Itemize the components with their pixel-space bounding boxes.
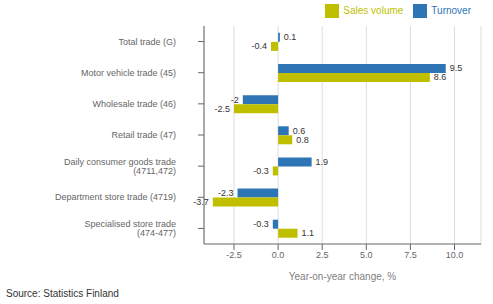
svg-text:7.5: 7.5 <box>404 250 417 260</box>
svg-text:0.8: 0.8 <box>296 135 309 145</box>
svg-text:-2.3: -2.3 <box>218 188 234 198</box>
svg-text:-2: -2 <box>231 95 239 105</box>
html-text:Turnover: Turnover <box>431 4 471 16</box>
svg-text:Year-on-year change, %: Year-on-year change, % <box>289 271 397 282</box>
svg-text:2.5: 2.5 <box>316 250 329 260</box>
svg-text:0.1: 0.1 <box>284 32 297 42</box>
html-text:Sales volume: Sales volume <box>343 4 404 16</box>
svg-text:5.0: 5.0 <box>360 250 373 260</box>
svg-text:Daily consumer goods trade(471: Daily consumer goods trade(4711,472) <box>64 157 176 176</box>
svg-text:Retail trade (47): Retail trade (47) <box>111 130 176 140</box>
svg-text:Wholesale trade (46): Wholesale trade (46) <box>92 99 176 109</box>
svg-text:1.1: 1.1 <box>302 228 315 238</box>
svg-text:-0.3: -0.3 <box>253 166 269 176</box>
svg-text:Motor vehicle trade (45): Motor vehicle trade (45) <box>81 68 176 78</box>
svg-text:10.0: 10.0 <box>446 250 464 260</box>
svg-text:-0.4: -0.4 <box>252 41 268 51</box>
svg-text:1.9: 1.9 <box>316 157 329 167</box>
svg-text:-0.3: -0.3 <box>253 219 269 229</box>
svg-text:Department store trade (4719): Department store trade (4719) <box>55 192 176 202</box>
svg-text:Total trade (G): Total trade (G) <box>118 37 176 47</box>
html-text:Source: Statistics Finland: Source: Statistics Finland <box>6 288 119 299</box>
svg-text:Specialised store trade(474-47: Specialised store trade(474-477) <box>84 219 176 238</box>
svg-text:-2.5: -2.5 <box>226 250 242 260</box>
svg-text:9.5: 9.5 <box>450 63 463 73</box>
svg-text:8.6: 8.6 <box>434 72 447 82</box>
svg-text:0.0: 0.0 <box>272 250 285 260</box>
svg-text:0.6: 0.6 <box>292 125 306 136</box>
svg-text:-3.7: -3.7 <box>193 197 209 207</box>
svg-text:-2.5: -2.5 <box>214 104 230 114</box>
